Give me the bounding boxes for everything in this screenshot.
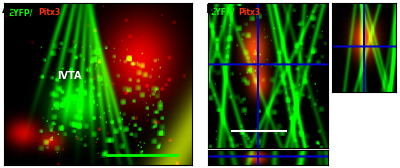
Text: lVTA: lVTA — [58, 71, 82, 81]
Text: A: A — [2, 3, 12, 16]
Text: EYFP/: EYFP/ — [8, 8, 32, 17]
Text: EYFP/: EYFP/ — [210, 8, 235, 17]
Text: Pitx3: Pitx3 — [238, 8, 260, 17]
Text: Pitx3: Pitx3 — [38, 8, 60, 17]
Text: B: B — [206, 3, 216, 16]
